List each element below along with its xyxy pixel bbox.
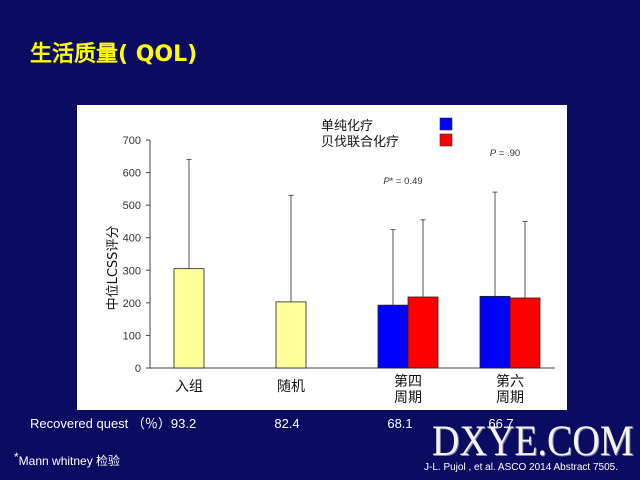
legend-swatch-chemo-alone bbox=[439, 117, 453, 131]
y-axis-ticks: 0 100 200 300 400 500 600 700 bbox=[123, 135, 150, 375]
x-category-label-line: 周期 bbox=[394, 390, 422, 406]
y-tick-label: 400 bbox=[123, 233, 141, 245]
slide-title: 生活质量( QOL) bbox=[30, 42, 198, 67]
bar-series1-category2 bbox=[377, 304, 409, 369]
y-tick-label: 100 bbox=[123, 330, 141, 342]
watermark: DXYE.COM bbox=[432, 416, 634, 466]
y-tick-label: 0 bbox=[135, 363, 141, 375]
recovered-value: 66.7 bbox=[488, 416, 514, 431]
chart-panel: 中位LCSS评分 0 100 200 300 400 500 600 700 入组 随机 第四周期… bbox=[77, 105, 567, 410]
bar-series2-category3 bbox=[509, 297, 541, 369]
recovered-label: Recovered quest （％） bbox=[30, 416, 171, 431]
recovered-value: 68.1 bbox=[387, 416, 413, 431]
citation: J-L. Pujol , et al. ASCO 2014 Abstract 7… bbox=[424, 462, 618, 473]
x-category-label: 随机 bbox=[277, 379, 305, 395]
bar-series1-category3 bbox=[479, 295, 511, 369]
bar-series0-category1 bbox=[275, 301, 307, 369]
legend-swatch-bev-chemo bbox=[439, 133, 453, 147]
x-category-label: 第六周期 bbox=[496, 373, 524, 406]
legend-label-bev-chemo: 贝伐联合化疗 bbox=[321, 135, 399, 150]
legend-label-chemo-alone: 单纯化疗 bbox=[321, 119, 373, 134]
y-tick-label: 700 bbox=[123, 135, 141, 147]
y-tick-label: 300 bbox=[123, 265, 141, 277]
bar-series0-category0 bbox=[173, 268, 205, 369]
x-category-label: 入组 bbox=[175, 379, 203, 395]
x-category-label: 第四周期 bbox=[394, 373, 422, 406]
footnote-marker: * bbox=[14, 450, 19, 464]
recovered-label-group: Recovered quest （％）93.2 bbox=[30, 416, 196, 432]
legend: 单纯化疗 贝伐联合化疗 bbox=[321, 117, 453, 150]
footnote-text: Mann whitney 检验 bbox=[18, 454, 121, 468]
p-value-annotation: P* = 0.49 bbox=[383, 176, 422, 187]
y-tick-label: 600 bbox=[123, 168, 141, 180]
footnote: *Mann whitney 检验 bbox=[14, 450, 121, 469]
x-category-label-line: 第四 bbox=[394, 373, 422, 390]
x-category-label-line: 第六 bbox=[496, 373, 524, 390]
p-value-annotations: P* = 0.49 P = .90 bbox=[383, 148, 520, 187]
bar-marks bbox=[173, 159, 541, 369]
x-category-label-line: 随机 bbox=[277, 379, 305, 395]
bar-series2-category2 bbox=[407, 296, 439, 369]
y-axis-label: 中位LCSS评分 bbox=[106, 226, 121, 311]
x-category-label-line: 入组 bbox=[175, 379, 203, 395]
y-tick-label: 500 bbox=[123, 200, 141, 212]
x-category-label-line: 周期 bbox=[496, 390, 524, 406]
recovered-value: 82.4 bbox=[274, 416, 300, 431]
y-tick-label: 200 bbox=[123, 298, 141, 310]
recovered-value: 93.2 bbox=[170, 416, 197, 431]
p-value-annotation: P = .90 bbox=[490, 148, 520, 159]
recovered-questionnaire-row: Recovered quest （％）93.2 82.4 68.1 66.7 bbox=[0, 416, 640, 434]
